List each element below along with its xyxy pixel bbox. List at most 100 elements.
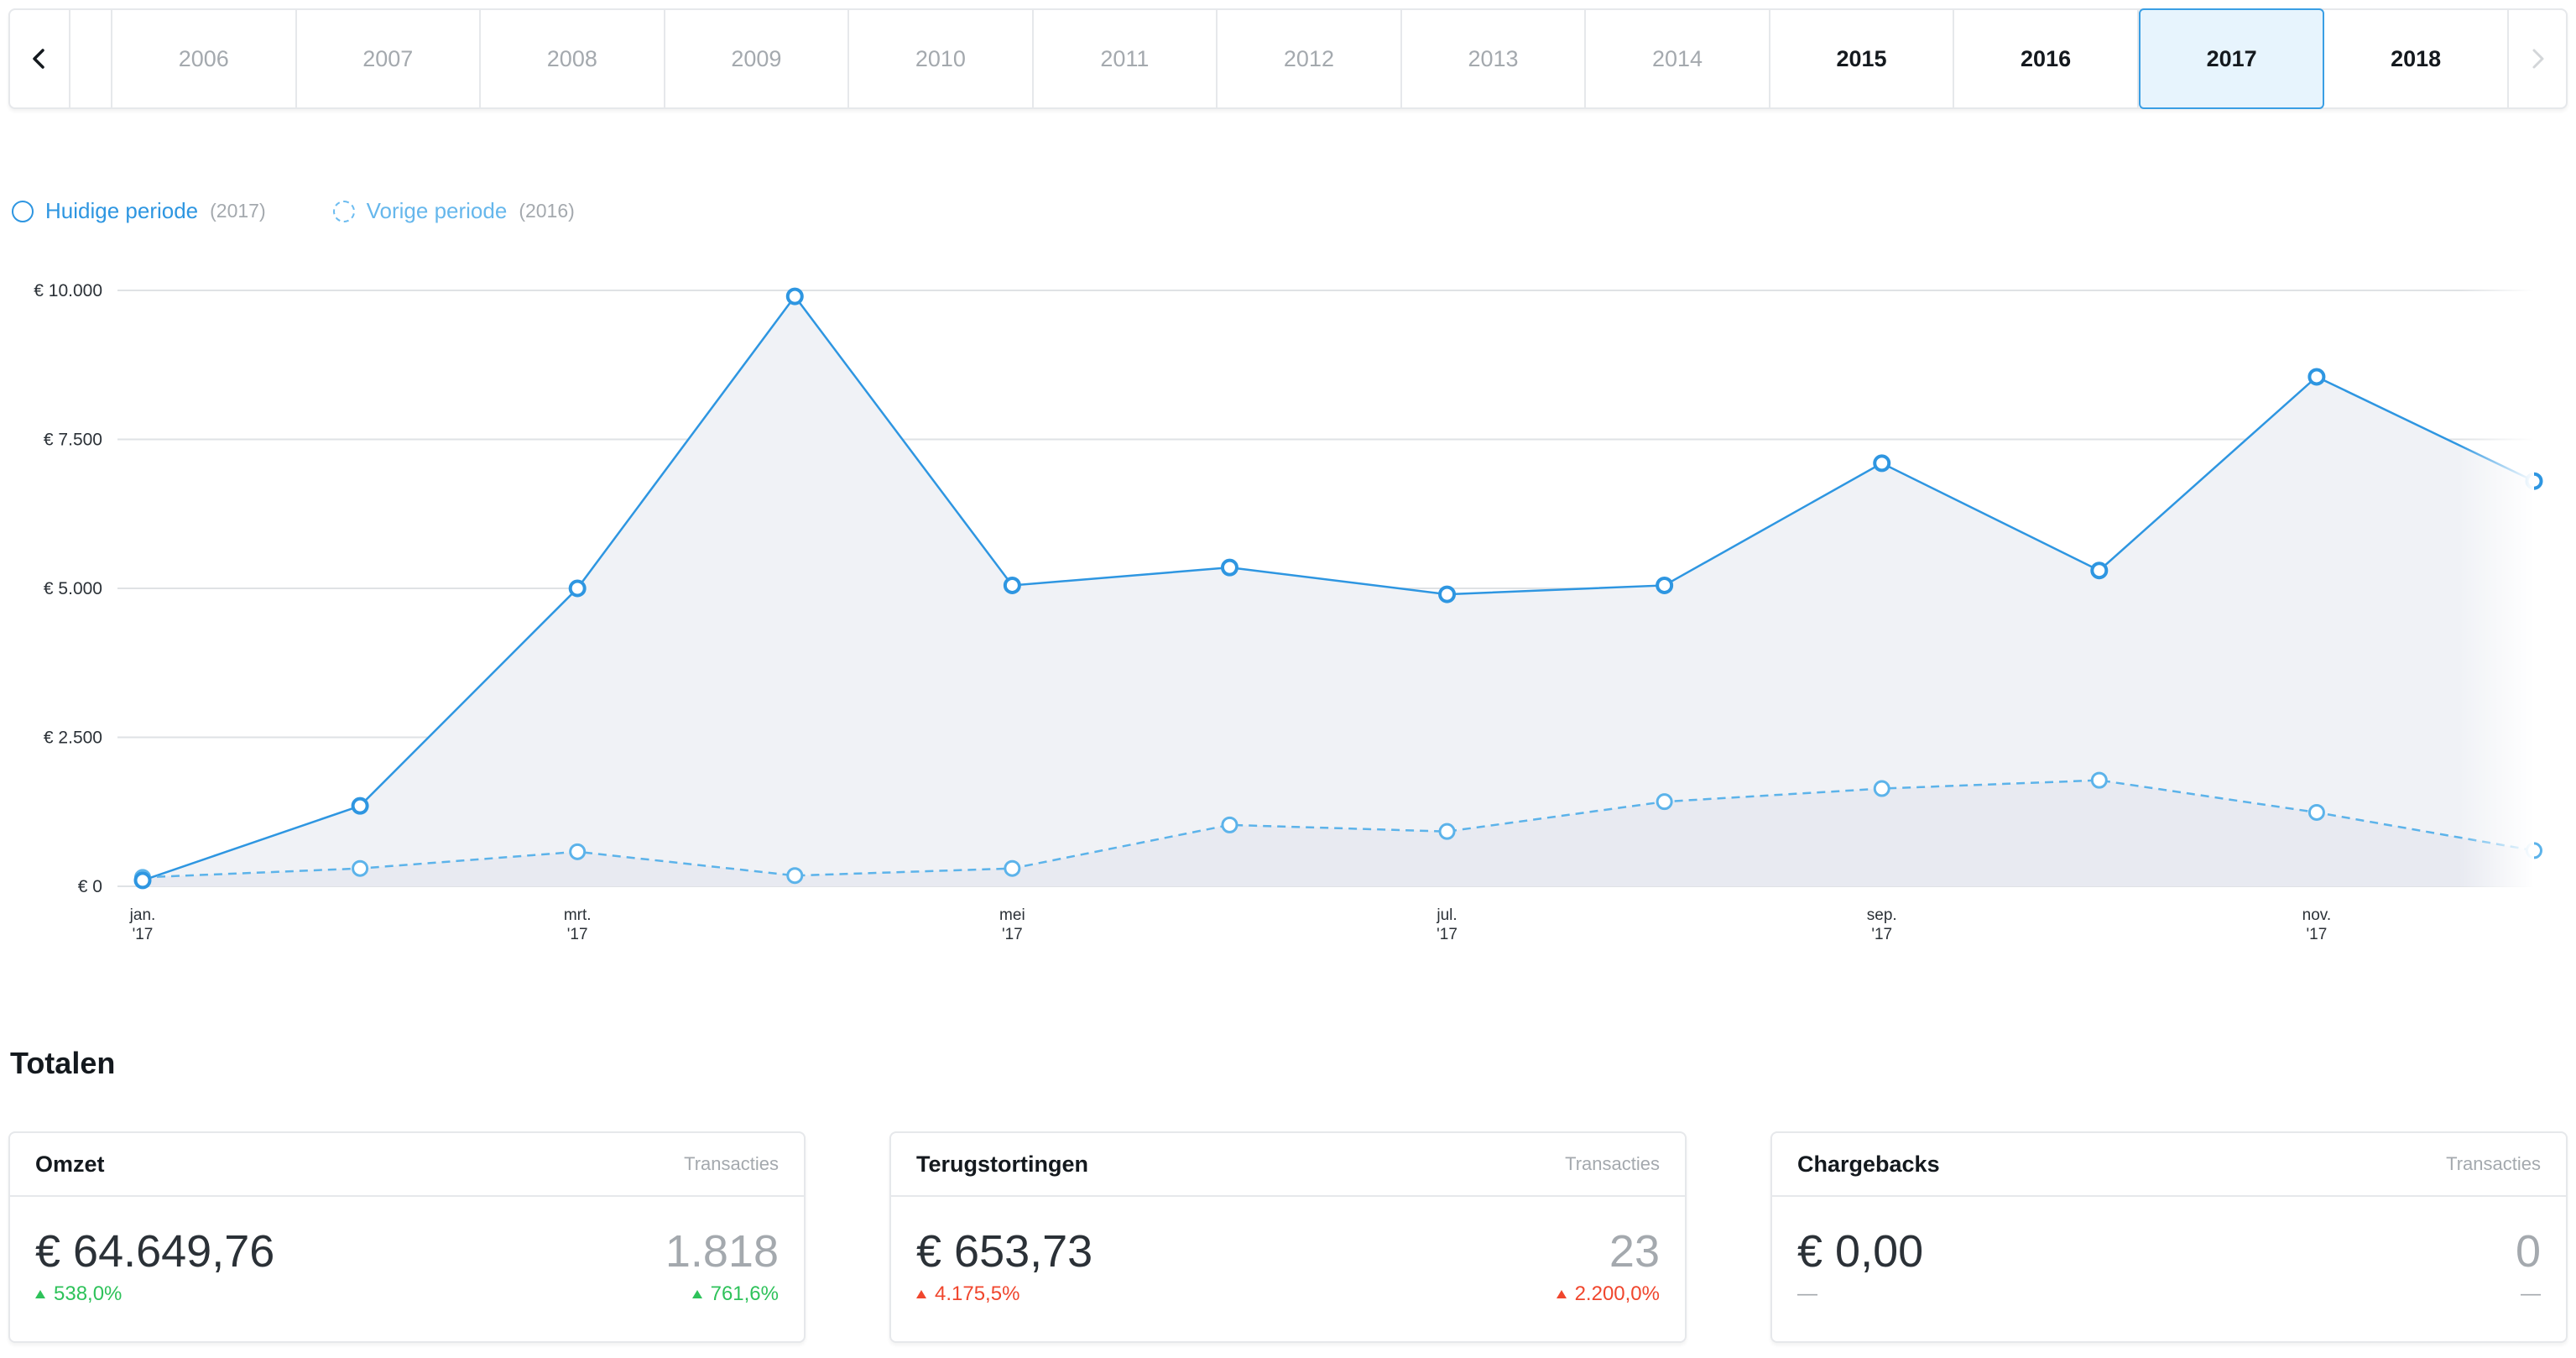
year-tab-2008: 2008 [481, 10, 665, 107]
previous-years-button[interactable] [10, 10, 70, 107]
previous-data-point[interactable] [1656, 793, 1673, 811]
x-tick-year: '17 [1002, 926, 1023, 943]
count-change: 2.200,0% [1556, 1282, 1660, 1306]
card-amount: € 0,00 [1797, 1226, 1924, 1277]
card-amount: € 64.649,76 [35, 1226, 275, 1277]
card-amount-block: € 64.649,76 538,0% [35, 1225, 274, 1306]
arrow-up-icon [35, 1290, 45, 1298]
year-tab-2011: 2011 [1034, 10, 1218, 107]
year-selector: 2006 2007 2008 2009 2010 2011 2012 2013 2014 2015… [8, 8, 2568, 109]
card-count-block: 0— [2516, 1225, 2541, 1306]
amount-change-value: 538,0% [54, 1282, 123, 1305]
totals-card-terugstortingen[interactable]: Terugstortingen Transacties € 653,73 4.175,… [889, 1131, 1687, 1343]
y-tick-label: € 0 [78, 877, 102, 896]
y-tick-label: € 7.500 [44, 431, 102, 450]
chart-legend: Huidige periode (2017) Vorige periode (2… [12, 198, 642, 224]
current-data-point[interactable] [351, 797, 369, 815]
totals-card-chargebacks[interactable]: Chargebacks Transacties € 0,00 — 0— [1770, 1131, 2568, 1343]
year-tab-2009: 2009 [665, 10, 850, 107]
revenue-chart-svg: € 10.000 € 7.500 € 5.000 € 2.500 € 0 jan. '17… [34, 281, 2543, 943]
amount-change-value: 4.175,5% [935, 1282, 1020, 1305]
year-tab-2010: 2010 [849, 10, 1034, 107]
x-tick-month: mei [999, 906, 1025, 924]
card-body: € 0,00 — 0— [1772, 1197, 2566, 1306]
x-tick-year: '17 [567, 926, 588, 943]
previous-data-point[interactable] [786, 867, 804, 885]
card-amount-block: € 0,00 — [1797, 1225, 1923, 1306]
current-data-point[interactable] [2307, 368, 2326, 386]
year-list: 2006 2007 2008 2009 2010 2011 2012 2013 2014 2015… [112, 8, 2507, 109]
year-tab-2012: 2012 [1218, 10, 1402, 107]
card-subtitle: Transacties [684, 1153, 779, 1174]
arrow-up-icon [1556, 1290, 1567, 1298]
x-tick-month: jul. [1436, 906, 1457, 924]
year-tab-2018[interactable]: 2018 [2391, 45, 2442, 71]
current-period-marker-icon [12, 200, 34, 222]
current-data-point[interactable] [1220, 558, 1238, 577]
totals-card-omzet[interactable]: Omzet Transacties € 64.649,76 538,0% 1.818 76… [8, 1131, 806, 1343]
legend-previous-year: (2016) [519, 200, 575, 222]
series-line-current [142, 295, 2535, 882]
year-selector-spacer [70, 10, 112, 107]
current-data-point[interactable] [1873, 454, 1891, 473]
count-change-value: 2.200,0% [1574, 1282, 1660, 1305]
card-count: 1.818 [665, 1226, 779, 1277]
year-tab-2006: 2006 [112, 10, 297, 107]
current-data-point[interactable] [1003, 576, 1021, 594]
x-tick-month: nov. [2302, 906, 2332, 924]
y-tick-label: € 10.000 [34, 281, 102, 300]
x-tick-year: '17 [1871, 926, 1892, 943]
year-tab-2017[interactable]: 2017 [2138, 8, 2325, 109]
chevron-right-icon [2532, 49, 2544, 69]
revenue-chart: € 10.000 € 7.500 € 5.000 € 2.500 € 0 jan. '17… [0, 277, 2576, 965]
year-tab-2007: 2007 [297, 10, 482, 107]
y-tick-label: € 2.500 [44, 729, 102, 748]
next-years-button[interactable] [2507, 10, 2566, 107]
amount-change: 538,0% [35, 1282, 274, 1306]
x-tick-month: sep. [1867, 906, 1897, 924]
amount-change: 4.175,5% [916, 1282, 1092, 1306]
x-tick-month: jan. [129, 906, 156, 924]
card-title: Chargebacks [1797, 1151, 1940, 1177]
legend-current-period[interactable]: Huidige periode (2017) [12, 198, 266, 224]
card-count-block: 23 2.200,0% [1556, 1225, 1660, 1306]
card-header: Omzet Transacties [10, 1133, 804, 1197]
card-count: 23 [1609, 1226, 1660, 1277]
current-data-point[interactable] [1438, 585, 1457, 603]
year-tab-2013: 2013 [1402, 10, 1587, 107]
year-tab-2016[interactable]: 2016 [1954, 10, 2139, 107]
current-data-point[interactable] [1656, 576, 1674, 594]
count-change: 761,6% [665, 1282, 779, 1306]
card-count: 0 [2515, 1226, 2541, 1277]
previous-data-point[interactable] [1873, 780, 1890, 797]
legend-current-year: (2017) [210, 200, 266, 222]
previous-data-point[interactable] [2307, 803, 2325, 821]
count-change-value: 761,6% [710, 1282, 779, 1305]
legend-previous-label: Vorige periode [366, 198, 508, 223]
series-area-0 [143, 296, 2534, 887]
card-body: € 653,73 4.175,5% 23 2.200,0% [891, 1197, 1685, 1306]
arrow-up-icon [691, 1290, 702, 1298]
previous-data-point[interactable] [2090, 771, 2108, 789]
chart-edge-fade [2459, 285, 2534, 890]
card-body: € 64.649,76 538,0% 1.818 761,6% [10, 1197, 804, 1306]
x-tick-year: '17 [133, 926, 154, 943]
arrow-up-icon [916, 1290, 926, 1298]
previous-data-point[interactable] [569, 843, 587, 860]
current-data-point[interactable] [2090, 561, 2109, 580]
current-data-point[interactable] [568, 579, 587, 598]
previous-data-point[interactable] [1221, 816, 1238, 833]
card-amount: € 653,73 [916, 1226, 1093, 1277]
legend-previous-period[interactable]: Vorige periode (2016) [332, 198, 575, 224]
year-tab-2015[interactable]: 2015 [1770, 10, 1955, 107]
previous-data-point[interactable] [1004, 859, 1021, 877]
current-data-point[interactable] [133, 871, 152, 890]
card-subtitle: Transacties [1565, 1153, 1660, 1174]
year-tab-2014: 2014 [1586, 10, 1770, 107]
previous-data-point[interactable] [1438, 823, 1456, 840]
card-subtitle: Transacties [2446, 1153, 2541, 1174]
current-data-point[interactable] [785, 287, 804, 306]
y-tick-label: € 5.000 [44, 579, 102, 598]
amount-change: — [1797, 1282, 1923, 1306]
previous-data-point[interactable] [352, 859, 369, 877]
